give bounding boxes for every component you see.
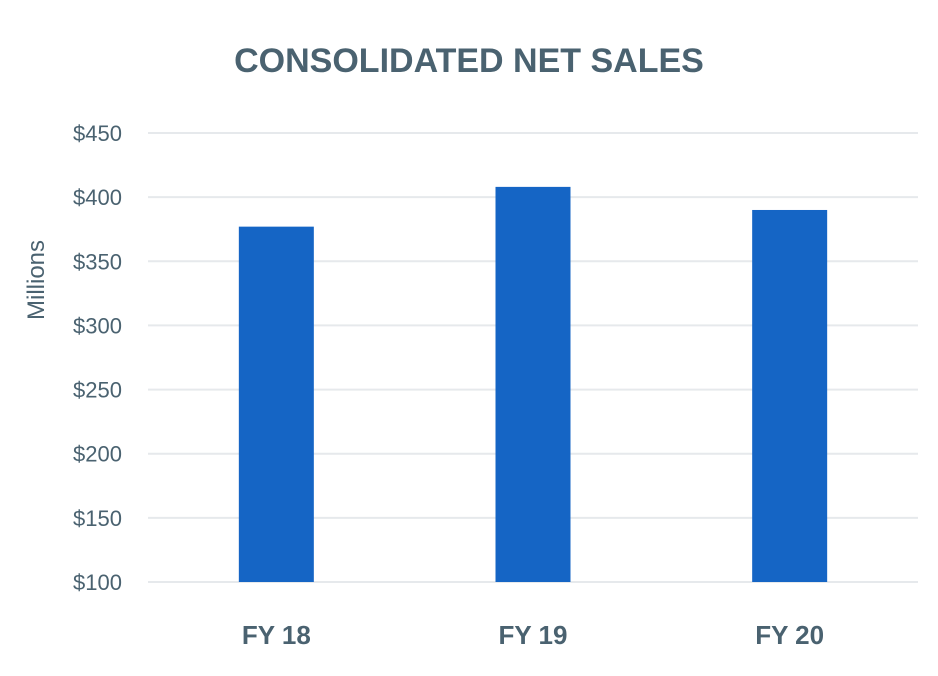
x-tick-label: FY 18 [242,620,311,650]
chart-title: CONSOLIDATED NET SALES [234,42,704,80]
bar-fy-18 [238,226,314,583]
bars [238,186,828,583]
x-axis-ticks: FY 18 FY 19 FY 20 [242,620,824,650]
y-tick-label: $350 [73,249,122,274]
y-tick-label: $250 [73,378,122,403]
x-tick-label: FY 19 [499,620,568,650]
bar-fy-19 [495,186,571,582]
y-tick-label: $150 [73,506,122,531]
y-axis-ticks: $100 $150 $200 $250 $300 $350 $400 $450 [73,121,122,595]
y-tick-label: $400 [73,185,122,210]
y-tick-label: $100 [73,570,122,595]
y-tick-label: $300 [73,313,122,338]
bar-fy-20 [752,209,828,582]
y-tick-label: $450 [73,121,122,146]
x-tick-label: FY 20 [755,620,824,650]
y-axis-label: Millions [23,240,50,320]
y-tick-label: $200 [73,442,122,467]
